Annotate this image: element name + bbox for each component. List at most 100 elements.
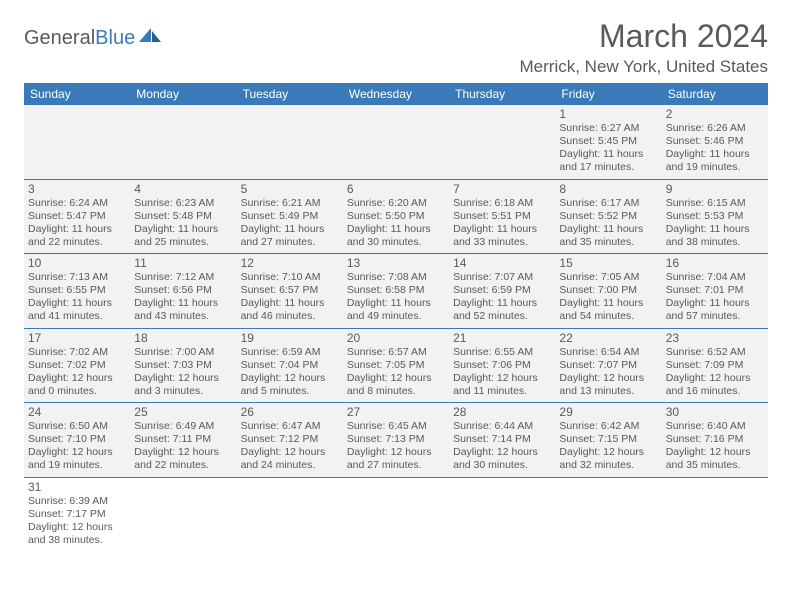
day-info-line: Sunrise: 6:20 AM — [347, 197, 445, 210]
day-info-line: and 17 minutes. — [559, 161, 657, 174]
day-number: 1 — [559, 107, 657, 121]
day-info-line: and 43 minutes. — [134, 310, 232, 323]
day-info-line: Sunrise: 6:57 AM — [347, 346, 445, 359]
day-info-line: Sunrise: 6:42 AM — [559, 420, 657, 433]
day-info-line: Sunset: 5:45 PM — [559, 135, 657, 148]
day-info-line: Sunrise: 6:52 AM — [666, 346, 764, 359]
day-info-line: Sunset: 7:06 PM — [453, 359, 551, 372]
day-number: 7 — [453, 182, 551, 196]
day-info-line: and 35 minutes. — [666, 459, 764, 472]
day-header: Wednesday — [343, 83, 449, 105]
weeks-container: 1Sunrise: 6:27 AMSunset: 5:45 PMDaylight… — [24, 105, 768, 551]
day-info-line: Daylight: 12 hours — [241, 446, 339, 459]
day-number: 9 — [666, 182, 764, 196]
day-info-line: Sunrise: 7:08 AM — [347, 271, 445, 284]
day-info-line: Sunset: 7:04 PM — [241, 359, 339, 372]
day-cell — [449, 105, 555, 179]
week-row: 1Sunrise: 6:27 AMSunset: 5:45 PMDaylight… — [24, 105, 768, 180]
day-info-line: Daylight: 12 hours — [559, 446, 657, 459]
day-info-line: Sunset: 6:56 PM — [134, 284, 232, 297]
day-info-line: Daylight: 11 hours — [666, 148, 764, 161]
day-cell: 5Sunrise: 6:21 AMSunset: 5:49 PMDaylight… — [237, 180, 343, 254]
day-info-line: Sunrise: 6:50 AM — [28, 420, 126, 433]
day-info-line: Sunset: 7:07 PM — [559, 359, 657, 372]
day-info-line: Sunrise: 7:05 AM — [559, 271, 657, 284]
day-header: Tuesday — [237, 83, 343, 105]
day-cell: 2Sunrise: 6:26 AMSunset: 5:46 PMDaylight… — [662, 105, 768, 179]
day-info-line: and 5 minutes. — [241, 385, 339, 398]
day-info-line: and 52 minutes. — [453, 310, 551, 323]
day-info-line: Daylight: 12 hours — [134, 446, 232, 459]
day-info-line: Sunrise: 6:15 AM — [666, 197, 764, 210]
day-info-line: Daylight: 11 hours — [241, 297, 339, 310]
day-cell — [449, 478, 555, 552]
day-info-line: Sunrise: 6:24 AM — [28, 197, 126, 210]
day-info-line: and 30 minutes. — [347, 236, 445, 249]
day-number: 17 — [28, 331, 126, 345]
day-info-line: Sunset: 6:55 PM — [28, 284, 126, 297]
day-cell: 27Sunrise: 6:45 AMSunset: 7:13 PMDayligh… — [343, 403, 449, 477]
calendar-page: GeneralBlue March 2024 Merrick, New York… — [0, 0, 792, 569]
day-info-line: Sunset: 5:49 PM — [241, 210, 339, 223]
day-info-line: and 57 minutes. — [666, 310, 764, 323]
day-info-line: Sunset: 7:03 PM — [134, 359, 232, 372]
day-cell: 4Sunrise: 6:23 AMSunset: 5:48 PMDaylight… — [130, 180, 236, 254]
day-info-line: Daylight: 11 hours — [559, 148, 657, 161]
day-number: 24 — [28, 405, 126, 419]
day-info-line: and 0 minutes. — [28, 385, 126, 398]
day-info-line: Daylight: 12 hours — [666, 372, 764, 385]
day-info-line: Daylight: 11 hours — [134, 223, 232, 236]
day-number: 22 — [559, 331, 657, 345]
day-info-line: Sunset: 7:13 PM — [347, 433, 445, 446]
day-number: 31 — [28, 480, 126, 494]
day-header-row: SundayMondayTuesdayWednesdayThursdayFrid… — [24, 83, 768, 105]
day-info-line: Daylight: 11 hours — [666, 223, 764, 236]
day-info-line: Sunset: 7:15 PM — [559, 433, 657, 446]
day-number: 28 — [453, 405, 551, 419]
day-info-line: Sunrise: 6:26 AM — [666, 122, 764, 135]
day-info-line: Sunset: 7:16 PM — [666, 433, 764, 446]
day-info-line: Sunrise: 6:54 AM — [559, 346, 657, 359]
day-info-line: and 27 minutes. — [347, 459, 445, 472]
day-number: 14 — [453, 256, 551, 270]
day-number: 23 — [666, 331, 764, 345]
day-info-line: Sunrise: 6:49 AM — [134, 420, 232, 433]
week-row: 24Sunrise: 6:50 AMSunset: 7:10 PM Dayligh… — [24, 403, 768, 478]
day-info-line: Sunset: 5:50 PM — [347, 210, 445, 223]
day-number: 29 — [559, 405, 657, 419]
day-info-line: and 11 minutes. — [453, 385, 551, 398]
day-cell: 23Sunrise: 6:52 AMSunset: 7:09 PMDayligh… — [662, 329, 768, 403]
day-info-line: Sunrise: 6:18 AM — [453, 197, 551, 210]
day-info-line: Sunset: 7:00 PM — [559, 284, 657, 297]
day-number: 25 — [134, 405, 232, 419]
day-cell: 21Sunrise: 6:55 AMSunset: 7:06 PMDayligh… — [449, 329, 555, 403]
day-info-line: and 54 minutes. — [559, 310, 657, 323]
day-number: 21 — [453, 331, 551, 345]
day-info-line: Daylight: 12 hours — [453, 372, 551, 385]
day-info-line: and 49 minutes. — [347, 310, 445, 323]
day-cell: 29Sunrise: 6:42 AMSunset: 7:15 PMDayligh… — [555, 403, 661, 477]
day-number: 20 — [347, 331, 445, 345]
day-info-line: Sunset: 6:59 PM — [453, 284, 551, 297]
day-cell: 15Sunrise: 7:05 AMSunset: 7:00 PMDayligh… — [555, 254, 661, 328]
day-info-line: Sunrise: 7:12 AM — [134, 271, 232, 284]
day-cell: 14Sunrise: 7:07 AMSunset: 6:59 PMDayligh… — [449, 254, 555, 328]
day-cell — [237, 478, 343, 552]
day-number: 12 — [241, 256, 339, 270]
day-number: 4 — [134, 182, 232, 196]
day-cell — [343, 478, 449, 552]
day-info-line: Daylight: 12 hours — [559, 372, 657, 385]
day-info-line: Sunrise: 6:39 AM — [28, 495, 126, 508]
brand-part2: Blue — [95, 27, 135, 50]
day-info-line: and 35 minutes. — [559, 236, 657, 249]
day-info-line: and 41 minutes. — [28, 310, 126, 323]
day-number: 3 — [28, 182, 126, 196]
day-cell: 28Sunrise: 6:44 AMSunset: 7:14 PMDayligh… — [449, 403, 555, 477]
day-cell: 30Sunrise: 6:40 AMSunset: 7:16 PMDayligh… — [662, 403, 768, 477]
day-info-line: Sunset: 5:47 PM — [28, 210, 126, 223]
day-info-line: Sunset: 7:10 PM — [28, 433, 126, 446]
brand-logo: GeneralBlue — [24, 26, 163, 50]
day-info-line: and 38 minutes. — [666, 236, 764, 249]
day-info-line: and 8 minutes. — [347, 385, 445, 398]
day-info-line: Sunset: 5:46 PM — [666, 135, 764, 148]
